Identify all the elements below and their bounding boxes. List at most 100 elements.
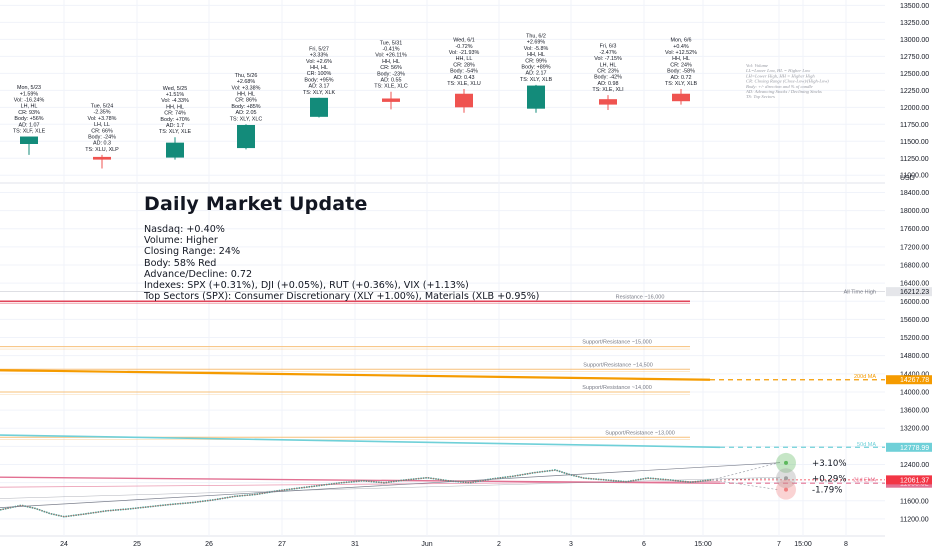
update-line: Nasdaq: +0.40% <box>144 224 225 235</box>
candle-stat: -0.72% <box>455 44 472 50</box>
candle-stat: Thu, 6/2 <box>526 34 546 40</box>
candle-stat: TS: XLE, XLI <box>592 87 623 93</box>
candle-stat: AD: 1.07 <box>19 122 40 128</box>
candle-stat: -2.35% <box>93 110 110 116</box>
ath-price-value: 16212.23 <box>900 289 929 296</box>
x-tick-label: 31 <box>351 541 359 548</box>
candle-stat: Body: -42% <box>594 75 622 81</box>
x-tick-label: 25 <box>133 541 141 548</box>
candle-stat: +1.59% <box>20 91 39 97</box>
candle-stat: Body: -23% <box>377 71 405 77</box>
x-tick-label: 3 <box>569 541 573 548</box>
candle-stat: AD: 1.7 <box>166 123 184 129</box>
grid-lines <box>0 0 932 537</box>
candle-stat: +1.51% <box>166 92 185 98</box>
candle-stat: Body: +95% <box>304 77 333 83</box>
update-lines: Nasdaq: +0.40% Volume: Higher Closing Rang… <box>144 224 604 302</box>
x-tick-label: 2 <box>497 541 501 548</box>
projection-label: +0.29% <box>812 474 847 484</box>
candle-body <box>672 93 690 102</box>
candle-stat: Fri, 5/27 <box>309 46 329 52</box>
candle-stat: LH, LL <box>94 122 110 128</box>
y-tick-label: 11600.00 <box>900 498 929 505</box>
y-tick-label: 14400.00 <box>900 371 929 378</box>
legend-entry: CR: Closing Range (Close-Low)/(High-Low) <box>746 79 829 84</box>
x-tick-label: Jun <box>421 541 432 548</box>
legend-entry: TS: Top Sectors <box>746 94 775 99</box>
y-tick-label: 14000.00 <box>900 389 929 396</box>
moving-average-price-tag <box>886 442 932 452</box>
ath-price-tag <box>886 287 932 297</box>
candle-stat: TS: XLY, XLE <box>159 129 192 135</box>
candle-stat: -2.47% <box>599 50 616 56</box>
candle-stat: AD: 2.17 <box>526 71 547 77</box>
candle-stat: Vol: -21.93% <box>449 50 480 56</box>
moving-average-label: 50d MA <box>857 442 876 448</box>
x-tick-label: 15:00 <box>794 541 812 548</box>
x-tick-label: 7 <box>777 541 781 548</box>
level-label: Support/Resistance ~13,000 <box>605 430 675 436</box>
candle-stat: Body: -58% <box>667 69 695 75</box>
y-tick-label: 16400.00 <box>900 281 929 288</box>
candle-stat: TS: XLU, XLP <box>85 147 119 153</box>
legend-entry: Body: +/- direction and % of candle <box>746 84 813 89</box>
update-line: Indexes: SPX (+0.31%), DJI (+0.05%), RUT… <box>144 280 469 292</box>
candle-stat: AD: 2.05 <box>236 110 257 116</box>
x-tick-label: 15:00 <box>694 541 712 548</box>
y-tick-label: 12250.00 <box>900 88 929 95</box>
y-tick-label: 15600.00 <box>900 317 929 324</box>
price-line <box>0 469 713 518</box>
candle-stat: -0.41% <box>382 46 399 52</box>
legend-entry: LH=Lower High, HH = Higher High <box>745 73 815 79</box>
projection-dot <box>784 487 788 492</box>
candle-stat: Thu, 5/26 <box>235 73 258 79</box>
candle-stat: Body: -54% <box>450 69 478 75</box>
candle-stat: Vol: -16.24% <box>14 98 45 104</box>
candle-stat: Fri, 6/3 <box>600 44 617 50</box>
candle-stat: +2.68% <box>237 79 256 85</box>
candle-body <box>237 124 255 149</box>
y-tick-label: 13600.00 <box>900 408 929 415</box>
price-axes: 11000.00 11250.00 11500.00 11750.00 12000.00… <box>60 0 932 550</box>
moving-average-line <box>0 434 721 449</box>
x-tick-label: 27 <box>278 541 286 548</box>
candle-stat: HH, HL <box>672 56 690 62</box>
trend-line <box>0 462 781 508</box>
candle-body <box>527 85 545 109</box>
candle-stat: TS: XLY, XLK <box>303 90 336 96</box>
legend-entry: AD: Advancing Stocks / Declining Stocks <box>745 89 822 94</box>
candle-stat: AD: 0.43 <box>454 75 475 81</box>
candle-stat: Wed, 5/25 <box>163 86 187 92</box>
candle-body <box>93 156 111 160</box>
candle-stat: HH, HL <box>237 92 255 98</box>
update-line: Closing Range: 24% <box>144 246 241 258</box>
candle-stat: TS: XLY, XLC <box>230 116 263 122</box>
candle-stat: Tue, 5/31 <box>380 40 403 46</box>
update-line: Advance/Decline: 0.72 <box>144 268 253 280</box>
legend-entry: Vol: Volume <box>746 63 768 68</box>
candle-stat: CR: 93% <box>18 110 40 116</box>
candle-stat: Vol: -4.33% <box>161 98 189 104</box>
update-line: Volume: Higher <box>144 235 218 247</box>
candle-stat: CR: 66% <box>91 128 113 134</box>
candle-stat: Vol: -7.15% <box>594 56 622 62</box>
candle-stat: Vol: +3.78% <box>88 116 117 122</box>
update-line: Body: 58% Red <box>144 257 217 269</box>
y-tick-label: 11500.00 <box>900 139 929 146</box>
moving-average-line <box>0 369 711 381</box>
candle-stat: AD: 0.72 <box>671 75 692 81</box>
candle-stat: CR: 56% <box>380 65 402 71</box>
y-tick-label: 16000.00 <box>900 299 929 306</box>
candle-stat: Vol: +12.52% <box>665 50 697 56</box>
moving-average-price-value: 12778.99 <box>900 445 929 452</box>
candle-stat: HH, LL <box>456 56 473 62</box>
